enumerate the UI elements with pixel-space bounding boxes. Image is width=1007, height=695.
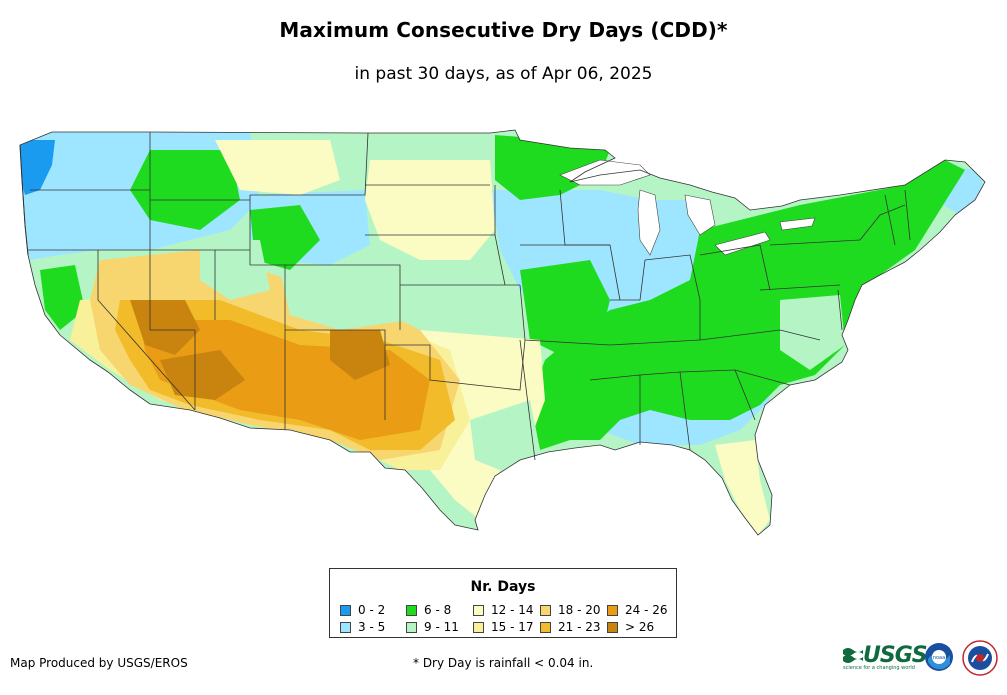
lake-ontario [779,217,816,231]
noaa-logo-text: noaa [933,655,945,661]
nws-emblem-icon [962,640,998,676]
legend-item-3-5: 3 - 5 [340,620,385,634]
legend-item-21-23: 21 - 23 [540,620,601,634]
coastline-highlight [19,144,29,256]
legend-swatch [340,622,351,633]
cdd-zones [20,130,985,535]
legend-item-12-14: 12 - 14 [473,603,534,617]
state-boundaries [19,129,986,536]
zone-6-8-california-north [40,265,85,330]
noaa-logo: noaa [924,642,954,672]
great-lakes [559,159,816,256]
legend-item-9-11: 9 - 11 [406,620,459,634]
map-subtitle: in past 30 days, as of Apr 06, 2025 [354,64,653,84]
legend-swatch [406,605,417,616]
zone-over-26-arizona [160,350,245,400]
usgs-tagline: science for a changing world [843,665,915,671]
legend-item-0-2: 0 - 2 [340,603,385,617]
zone-over-26-new-mexico [330,330,390,380]
legend-swatch [607,605,618,616]
legend-swatch [607,622,618,633]
legend-item-18-20: 18 - 20 [540,603,601,617]
zone-6-8-east [530,160,965,450]
zone-6-8-midwest [520,260,610,355]
zone-9-11-colorado [280,270,410,330]
legend-swatch [540,622,551,633]
zone-over-26-nevada [130,300,200,355]
dry-day-footnote: * Dry Day is rainfall < 0.04 in. [413,656,594,670]
legend-swatch [473,605,484,616]
usgs-wave-icon [843,648,863,663]
legend: Nr. Days 0 - 2 3 - 5 6 - 8 9 - 11 12 - 1… [329,568,677,638]
usgs-logo: USGS science for a changing world [843,643,928,671]
lake-michigan [637,189,661,256]
legend-item-6-8: 6 - 8 [406,603,451,617]
legend-item-over-26: > 26 [607,620,654,634]
noaa-emblem-icon: noaa [925,643,953,671]
legend-swatch [406,622,417,633]
legend-swatch [340,605,351,616]
zone-9-11-carolinas [780,295,845,370]
usgs-logo-text: USGS [863,643,928,668]
legend-item-15-17: 15 - 17 [473,620,534,634]
zone-0-2-wa-coast [20,140,55,195]
zone-6-8-wyoming [250,205,320,270]
nws-logo [962,640,998,676]
lake-huron [684,194,716,236]
zone-6-8-idaho [130,150,240,230]
zone-12-14-florida [715,440,770,535]
map-title: Maximum Consecutive Dry Days (CDD)* [279,18,728,42]
map-credit: Map Produced by USGS/EROS [10,656,188,670]
legend-swatch [540,605,551,616]
legend-title: Nr. Days [470,579,536,595]
zone-12-14-montana [215,140,340,195]
national-outline [19,129,986,536]
zone-9-11-texas-east [470,400,540,470]
legend-item-24-26: 24 - 26 [607,603,668,617]
zone-9-11-great-basin [200,240,270,300]
legend-swatch [473,622,484,633]
